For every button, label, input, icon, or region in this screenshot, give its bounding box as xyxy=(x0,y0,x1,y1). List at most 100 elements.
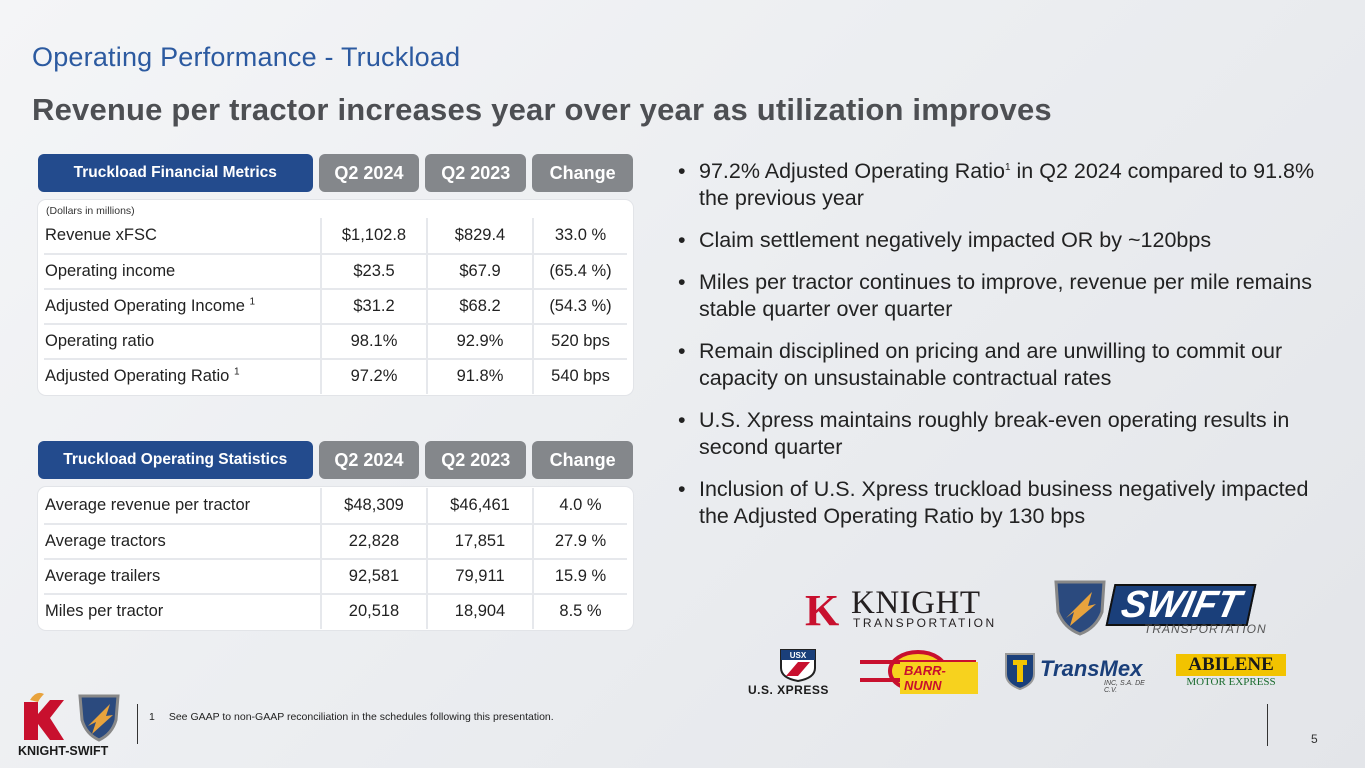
footnote-number: 1 xyxy=(149,711,155,723)
cell-q2-2023: 92.9% xyxy=(426,324,532,359)
row-label: Operating ratio xyxy=(45,332,155,350)
knight-wordmark: KNIGHT xyxy=(851,585,981,621)
cell-change: (54.3 %) xyxy=(532,289,627,324)
bullet-item: U.S. Xpress maintains roughly break-even… xyxy=(678,407,1338,461)
row-label: Average revenue per tractor xyxy=(45,495,251,514)
table-header: Truckload Operating Statistics Q2 2024 Q… xyxy=(38,441,634,479)
cell-change: 15.9 % xyxy=(532,559,627,594)
cell-q2-2023: 17,851 xyxy=(426,524,532,559)
cell-q2-2023: $46,461 xyxy=(426,487,532,523)
cell-q2-2024: 92,581 xyxy=(320,559,426,594)
bullet-item: Inclusion of U.S. Xpress truckload busin… xyxy=(678,476,1338,530)
footer-divider xyxy=(137,704,138,744)
knight-k-mark: K xyxy=(805,586,840,635)
knight-subtitle: TRANSPORTATION xyxy=(853,616,997,630)
operating-statistics-table: Truckload Operating Statistics Q2 2024 Q… xyxy=(38,441,634,630)
row-label: Operating income xyxy=(45,262,176,280)
footnote-marker: 1 xyxy=(233,366,240,378)
row-label: Revenue xFSC xyxy=(45,226,157,244)
knight-swift-wordmark: KNIGHT-SWIFT xyxy=(18,744,109,758)
row-label: Average tractors xyxy=(45,532,166,550)
table-body: Average revenue per tractor $48,309 $46,… xyxy=(38,487,633,630)
cell-change: 8.5 % xyxy=(532,594,627,629)
column-header: Q2 2023 xyxy=(425,441,527,479)
cell-q2-2024: $23.5 xyxy=(320,254,426,289)
swift-subtitle: TRANSPORTATION xyxy=(1144,622,1267,636)
cell-change: (65.4 %) xyxy=(532,254,627,289)
row-label: Adjusted Operating Ratio 1 xyxy=(45,366,240,385)
cell-q2-2023: $68.2 xyxy=(426,289,532,324)
abilene-wordmark: ABILENE xyxy=(1176,654,1286,676)
table-row: Average revenue per tractor $48,309 $46,… xyxy=(44,487,627,523)
row-label: Adjusted Operating Income 1 xyxy=(45,296,256,315)
bullet-item: Claim settlement negatively impacted OR … xyxy=(678,227,1338,254)
knight-swift-logo: KNIGHT-SWIFT xyxy=(14,688,126,760)
page-number-divider xyxy=(1267,704,1268,746)
footnote-text: See GAAP to non-GAAP reconciliation in t… xyxy=(168,711,554,723)
table-row: Adjusted Operating Ratio 1 97.2% 91.8% 5… xyxy=(44,358,627,394)
cell-q2-2024: $1,102.8 xyxy=(320,218,426,253)
table-body: (Dollars in millions) Revenue xFSC $1,10… xyxy=(38,200,633,395)
table-row: Miles per tractor 20,518 18,904 8.5 % xyxy=(44,593,627,629)
cell-q2-2024: $31.2 xyxy=(320,289,426,324)
swift-wordmark: SWIFT xyxy=(1105,584,1257,626)
transmex-subtitle: INC, S.A. DE C.V. xyxy=(1104,680,1145,694)
table-row: Operating income $23.5 $67.9 (65.4 %) xyxy=(44,253,627,289)
financial-metrics-table: Truckload Financial Metrics Q2 2024 Q2 2… xyxy=(38,154,634,395)
transmex-logo: TransMex INC, S.A. DE C.V. xyxy=(1004,652,1159,694)
transmex-shield-icon xyxy=(1005,653,1035,690)
row-label: Miles per tractor xyxy=(45,602,164,620)
cell-q2-2023: 18,904 xyxy=(426,594,532,629)
cell-q2-2023: $67.9 xyxy=(426,254,532,289)
page-number: 5 xyxy=(1311,732,1318,746)
cell-q2-2024: 20,518 xyxy=(320,594,426,629)
abilene-motor-express-logo: ABILENE MOTOR EXPRESS xyxy=(1176,654,1288,690)
footnote-marker: 1 xyxy=(1004,161,1011,173)
barr-nunn-logo: BARR-NUNN xyxy=(858,650,978,694)
column-header: Change xyxy=(532,154,634,192)
row-label: Average trailers xyxy=(45,567,161,585)
footnote: 1 See GAAP to non-GAAP reconciliation in … xyxy=(149,711,554,723)
bullet-item: Miles per tractor continues to improve, … xyxy=(678,269,1338,323)
cell-change: 27.9 % xyxy=(532,524,627,559)
footnote-marker: 1 xyxy=(249,296,256,308)
slide-subtitle: Revenue per tractor increases year over … xyxy=(32,92,1052,127)
cell-change: 33.0 % xyxy=(532,218,627,253)
table-row: Average tractors 22,828 17,851 27.9 % xyxy=(44,523,627,559)
transmex-wordmark: TransMex xyxy=(1040,656,1143,681)
table-header: Truckload Financial Metrics Q2 2024 Q2 2… xyxy=(38,154,634,192)
knight-transportation-logo: K KNIGHT TRANSPORTATION xyxy=(805,583,994,635)
cell-q2-2024: 22,828 xyxy=(320,524,426,559)
bullet-item: Remain disciplined on pricing and are un… xyxy=(678,338,1338,392)
key-points-list: 97.2% Adjusted Operating Ratio1 in Q2 20… xyxy=(678,158,1338,545)
table-row: Operating ratio 98.1% 92.9% 520 bps xyxy=(44,323,627,359)
cell-change: 4.0 % xyxy=(532,487,627,523)
column-header: Q2 2024 xyxy=(318,154,420,192)
cell-q2-2023: 79,911 xyxy=(426,559,532,594)
slide-title: Operating Performance - Truckload xyxy=(32,42,461,72)
usx-shield-icon: USX xyxy=(780,649,816,682)
usx-wordmark: U.S. XPRESS xyxy=(748,683,829,697)
column-header: Change xyxy=(532,441,634,479)
knight-swift-emblem-icon xyxy=(24,692,120,742)
table-title: Truckload Operating Statistics xyxy=(38,441,313,479)
svg-text:USX: USX xyxy=(790,651,807,660)
table-row: Revenue xFSC $1,102.8 $829.4 33.0 % xyxy=(44,218,627,253)
cell-q2-2024: $48,309 xyxy=(320,487,426,523)
cell-q2-2024: 97.2% xyxy=(320,359,426,394)
cell-q2-2024: 98.1% xyxy=(320,324,426,359)
swift-transportation-logo: SWIFT TRANSPORTATION xyxy=(1052,578,1266,638)
swift-shield-icon xyxy=(1054,580,1106,636)
units-note: (Dollars in millions) xyxy=(46,205,135,217)
cell-q2-2023: $829.4 xyxy=(426,218,532,253)
bullet-item: 97.2% Adjusted Operating Ratio1 in Q2 20… xyxy=(678,158,1338,212)
column-header: Q2 2023 xyxy=(425,154,527,192)
abilene-subtitle: MOTOR EXPRESS xyxy=(1186,676,1276,688)
table-row: Adjusted Operating Income 1 $31.2 $68.2 … xyxy=(44,288,627,324)
us-xpress-logo: USX U.S. XPRESS xyxy=(748,648,843,698)
column-header: Q2 2024 xyxy=(318,441,420,479)
barr-nunn-wordmark: BARR-NUNN xyxy=(900,662,978,694)
cell-change: 540 bps xyxy=(532,359,627,394)
table-title: Truckload Financial Metrics xyxy=(38,154,313,192)
cell-change: 520 bps xyxy=(532,324,627,359)
